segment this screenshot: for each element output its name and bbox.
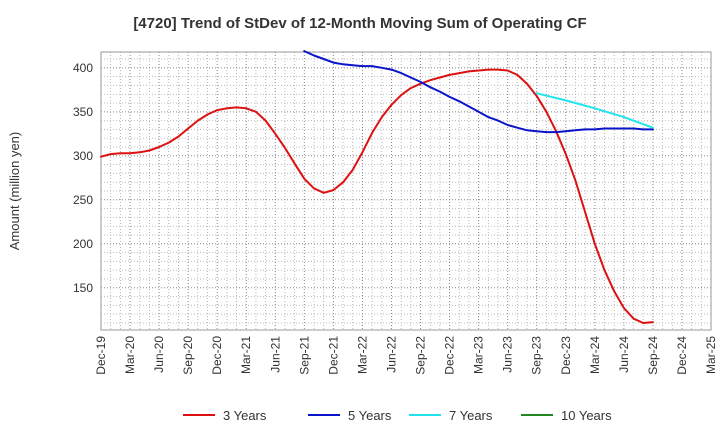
x-tick-label: Mar-21: [239, 336, 253, 374]
legend-label: 5 Years: [348, 408, 392, 423]
x-tick-label: Sep-21: [297, 336, 311, 375]
x-axis-ticks: Dec-19 Mar-20 Jun-20 Sep-20 Dec-20 Mar-21 Jun-…: [94, 336, 718, 375]
series-line-3-years: [100, 68, 654, 324]
x-tick-label: Jun-20: [152, 336, 166, 373]
y-tick-label: 250: [73, 193, 93, 207]
x-tick-label: Sep-20: [181, 336, 195, 375]
x-tick-label: Mar-22: [355, 336, 369, 374]
legend-label: 10 Years: [561, 408, 612, 423]
x-tick-label: Sep-24: [646, 336, 660, 375]
y-tick-label: 150: [73, 281, 93, 295]
legend: 3 Years 5 Years 7 Years 10 Years: [183, 408, 612, 423]
plot-frame: [100, 51, 712, 331]
x-tick-label: Jun-23: [501, 336, 515, 373]
y-tick-label: 200: [73, 237, 93, 251]
x-tick-label: Sep-23: [530, 336, 544, 375]
y-tick-label: 300: [73, 149, 93, 163]
series-line-5-years: [303, 50, 654, 134]
y-axis-ticks: 150 200 250 300 350 400: [73, 61, 93, 295]
x-tick-label: Dec-24: [675, 336, 689, 375]
series-lines: [100, 50, 654, 324]
x-tick-label: Jun-21: [268, 336, 282, 373]
x-tick-label: Dec-23: [559, 336, 573, 375]
grid-lines: [100, 52, 712, 330]
x-tick-label: Dec-20: [210, 336, 224, 375]
x-tick-label: Mar-25: [704, 336, 718, 374]
x-tick-label: Jun-24: [617, 336, 631, 373]
x-tick-label: Mar-20: [123, 336, 137, 374]
chart-title: [4720] Trend of StDev of 12-Month Moving…: [133, 15, 586, 32]
x-tick-label: Sep-22: [414, 336, 428, 375]
y-tick-label: 350: [73, 105, 93, 119]
y-axis-label: Amount (million yen): [7, 132, 22, 251]
x-tick-label: Mar-24: [588, 336, 602, 374]
legend-label: 3 Years: [223, 408, 267, 423]
x-tick-label: Dec-22: [443, 336, 457, 375]
series-line-7-years: [535, 92, 654, 129]
legend-label: 7 Years: [449, 408, 493, 423]
x-tick-label: Dec-21: [326, 336, 340, 375]
x-tick-label: Dec-19: [94, 336, 108, 375]
y-tick-label: 400: [73, 61, 93, 75]
x-tick-label: Mar-23: [472, 336, 486, 374]
x-tick-label: Jun-22: [384, 336, 398, 373]
